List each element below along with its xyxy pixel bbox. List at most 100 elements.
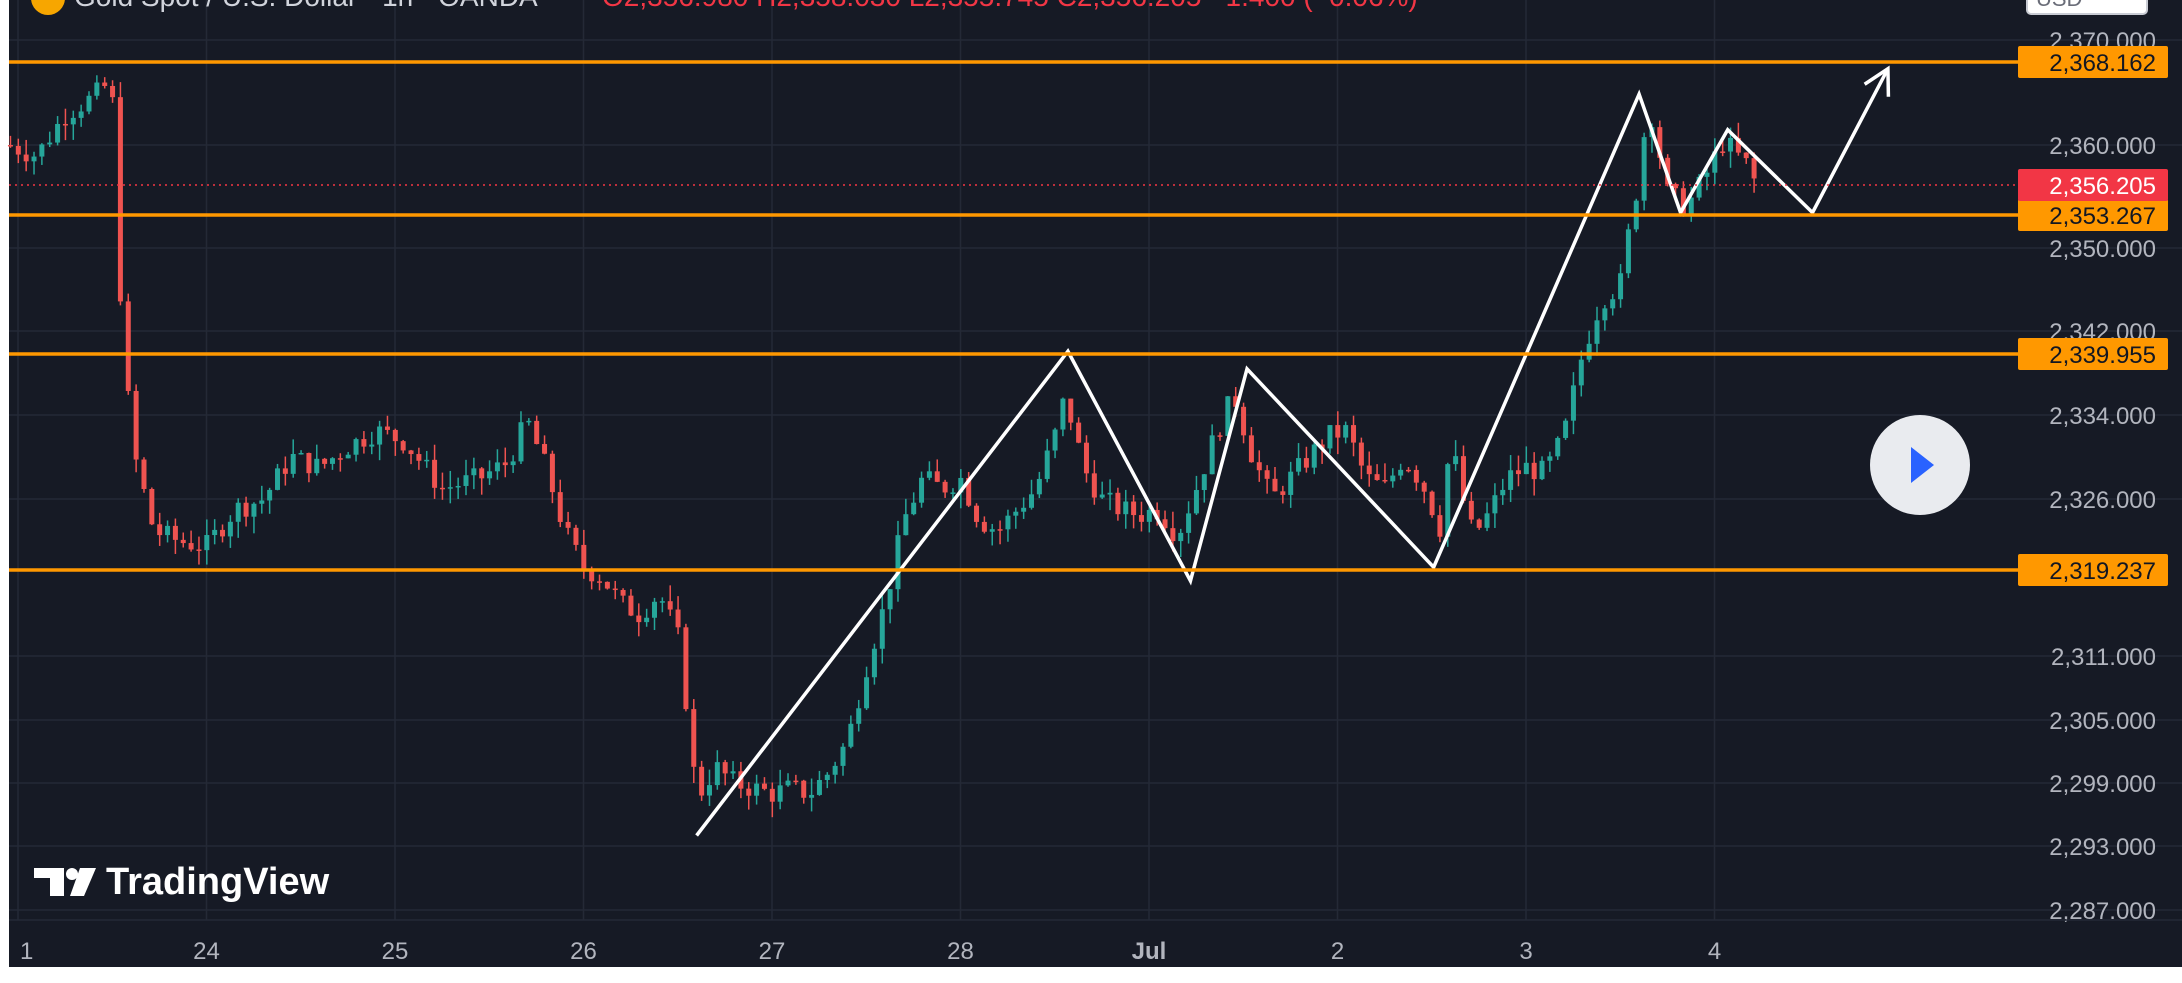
candle-body xyxy=(1201,474,1207,491)
candle-body xyxy=(1013,511,1019,516)
candle-body xyxy=(879,609,885,649)
price-tick-label: 2,326.000 xyxy=(2049,487,2156,514)
candle-body xyxy=(1398,469,1404,476)
time-axis[interactable]: 1 24 25 26 27 28 Jul 2 3 4 xyxy=(9,919,2182,965)
current-price-label: 2,356.205 xyxy=(2049,173,2156,200)
candle-body xyxy=(1264,470,1270,479)
time-tick-label: 4 xyxy=(1708,938,1721,965)
candle-body xyxy=(1555,437,1561,457)
candle-body xyxy=(777,785,783,802)
tradingview-logo: TradingView xyxy=(34,861,330,903)
candle-body xyxy=(934,471,940,482)
candle-body xyxy=(636,615,642,623)
candle-body xyxy=(424,459,430,462)
candle-body xyxy=(502,462,508,466)
price-tick-label: 2,311.000 xyxy=(2051,644,2156,671)
candle-body xyxy=(1131,501,1137,516)
candle-body xyxy=(597,581,603,583)
candle-body xyxy=(1162,519,1168,529)
candle-body xyxy=(1390,475,1396,482)
candle-body xyxy=(871,648,877,678)
candle-body xyxy=(573,527,579,545)
zigzag-pattern[interactable] xyxy=(695,65,1891,837)
candle-body xyxy=(526,420,532,423)
candle-body xyxy=(204,535,210,551)
candle-body xyxy=(267,489,273,501)
time-tick-label: 27 xyxy=(759,938,786,965)
candle-body xyxy=(408,450,414,455)
gold-symbol-icon xyxy=(31,0,65,15)
tradingview-wordmark: TradingView xyxy=(106,861,330,903)
candle-body xyxy=(667,601,673,610)
candle-body xyxy=(919,477,925,503)
candle-body xyxy=(1256,462,1262,471)
candle-body xyxy=(322,458,328,464)
currency-button[interactable] xyxy=(2026,0,2148,15)
candle-body xyxy=(275,468,281,490)
level-price-tag xyxy=(2018,46,2168,78)
candle-body xyxy=(1178,532,1184,542)
grid xyxy=(9,0,2182,920)
price-axis[interactable]: 2,370.0002,360.0002,350.0002,342.0002,33… xyxy=(2049,28,2156,925)
horizontal-levels[interactable]: 2,368.162 2,353.267 2,339.955 2,319.237 2,35… xyxy=(9,46,2168,586)
candle-body xyxy=(1146,509,1152,522)
candle-body xyxy=(125,301,131,391)
currency-label: USD xyxy=(2036,0,2082,11)
candle-body xyxy=(824,774,830,781)
candle-body xyxy=(652,601,658,618)
candle-body xyxy=(683,627,689,710)
candle-body xyxy=(1743,152,1749,159)
candle-body xyxy=(604,581,610,589)
candle-body xyxy=(1712,151,1718,173)
play-button[interactable] xyxy=(1870,415,1970,515)
zigzag-line[interactable] xyxy=(695,67,1890,837)
candle-body xyxy=(157,524,163,536)
candle-body xyxy=(565,521,571,528)
candle-body xyxy=(714,762,720,786)
candle-body xyxy=(816,780,822,795)
level-price-tag xyxy=(2018,199,2168,231)
candle-body xyxy=(1083,442,1089,474)
candle-body xyxy=(1751,158,1757,179)
candle-body xyxy=(259,500,265,504)
candle-body xyxy=(1673,184,1679,189)
candle-body xyxy=(400,441,406,451)
candle-body xyxy=(1186,513,1192,533)
candle-body xyxy=(746,788,752,796)
time-tick-label: 26 xyxy=(570,938,597,965)
time-tick-label: 3 xyxy=(1519,938,1532,965)
candle-body xyxy=(903,514,909,536)
tradingview-logo-slash xyxy=(70,868,96,896)
candle-body xyxy=(1508,470,1514,490)
current-price-tag xyxy=(2018,169,2168,201)
candle-body xyxy=(722,762,728,774)
tradingview-logo-mark xyxy=(34,868,64,896)
candle-body xyxy=(94,82,100,96)
candle-body xyxy=(1728,137,1734,152)
candle-body xyxy=(117,97,123,302)
candle-body xyxy=(1233,396,1239,407)
candle-body xyxy=(188,543,194,550)
candle-body xyxy=(1696,176,1702,198)
candle-body xyxy=(981,521,987,532)
candle-body xyxy=(220,529,226,537)
candle-body xyxy=(1005,515,1011,530)
candle-body xyxy=(832,765,838,775)
candle-body xyxy=(1484,513,1490,528)
candle-body xyxy=(1437,515,1443,537)
candle-body xyxy=(235,502,241,522)
candle-body xyxy=(337,458,343,460)
candle-body xyxy=(1123,501,1129,515)
level-price-tag xyxy=(2018,554,2168,586)
candle-body xyxy=(840,746,846,766)
candle-body xyxy=(78,111,84,118)
candle-body xyxy=(1288,471,1294,495)
candle-body xyxy=(86,95,92,112)
arrow-head-icon xyxy=(1863,65,1891,97)
candle-body xyxy=(581,544,587,570)
candle-body xyxy=(730,771,736,774)
candle-body xyxy=(23,154,29,162)
candle-body xyxy=(1445,464,1451,537)
